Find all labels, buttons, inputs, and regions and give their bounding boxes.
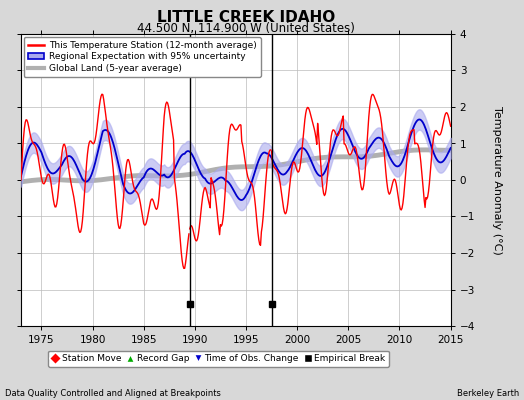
Legend: Station Move, Record Gap, Time of Obs. Change, Empirical Break: Station Move, Record Gap, Time of Obs. C… — [48, 350, 389, 367]
Text: LITTLE CREEK IDAHO: LITTLE CREEK IDAHO — [157, 10, 335, 25]
Text: Data Quality Controlled and Aligned at Breakpoints: Data Quality Controlled and Aligned at B… — [5, 389, 221, 398]
Text: 44.500 N, 114.900 W (United States): 44.500 N, 114.900 W (United States) — [137, 22, 355, 35]
Y-axis label: Temperature Anomaly (°C): Temperature Anomaly (°C) — [492, 106, 501, 254]
Text: Berkeley Earth: Berkeley Earth — [456, 389, 519, 398]
